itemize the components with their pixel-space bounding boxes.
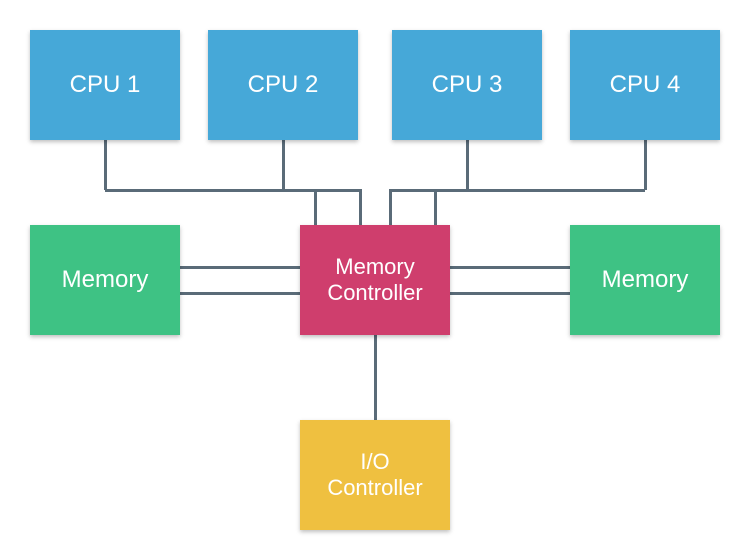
- connector: [180, 292, 300, 295]
- connector: [435, 189, 645, 192]
- connector: [283, 189, 360, 192]
- io-label: I/OController: [327, 449, 422, 502]
- cpu3-node: CPU 3: [392, 30, 542, 140]
- cpu4-label: CPU 4: [610, 71, 681, 100]
- cpu1-node: CPU 1: [30, 30, 180, 140]
- architecture-diagram: CPU 1 CPU 2 CPU 3 CPU 4 Memory Memory MemoryCo…: [0, 0, 750, 560]
- connector: [450, 266, 570, 269]
- ctrl-node: MemoryController: [300, 225, 450, 335]
- io-node: I/OController: [300, 420, 450, 530]
- connector: [104, 140, 107, 190]
- connector: [180, 266, 300, 269]
- cpu1-label: CPU 1: [70, 71, 141, 100]
- memL-label: Memory: [62, 266, 149, 295]
- connector: [374, 335, 377, 420]
- connector: [434, 189, 437, 226]
- connector: [282, 140, 285, 190]
- cpu3-label: CPU 3: [432, 71, 503, 100]
- cpu2-node: CPU 2: [208, 30, 358, 140]
- connector: [644, 140, 647, 190]
- cpu4-node: CPU 4: [570, 30, 720, 140]
- connector: [466, 140, 469, 190]
- connector: [450, 292, 570, 295]
- memR-node: Memory: [570, 225, 720, 335]
- cpu2-label: CPU 2: [248, 71, 319, 100]
- memR-label: Memory: [602, 266, 689, 295]
- connector: [389, 189, 392, 226]
- memL-node: Memory: [30, 225, 180, 335]
- connector: [359, 189, 362, 226]
- connector: [314, 189, 317, 226]
- ctrl-label: MemoryController: [327, 254, 422, 307]
